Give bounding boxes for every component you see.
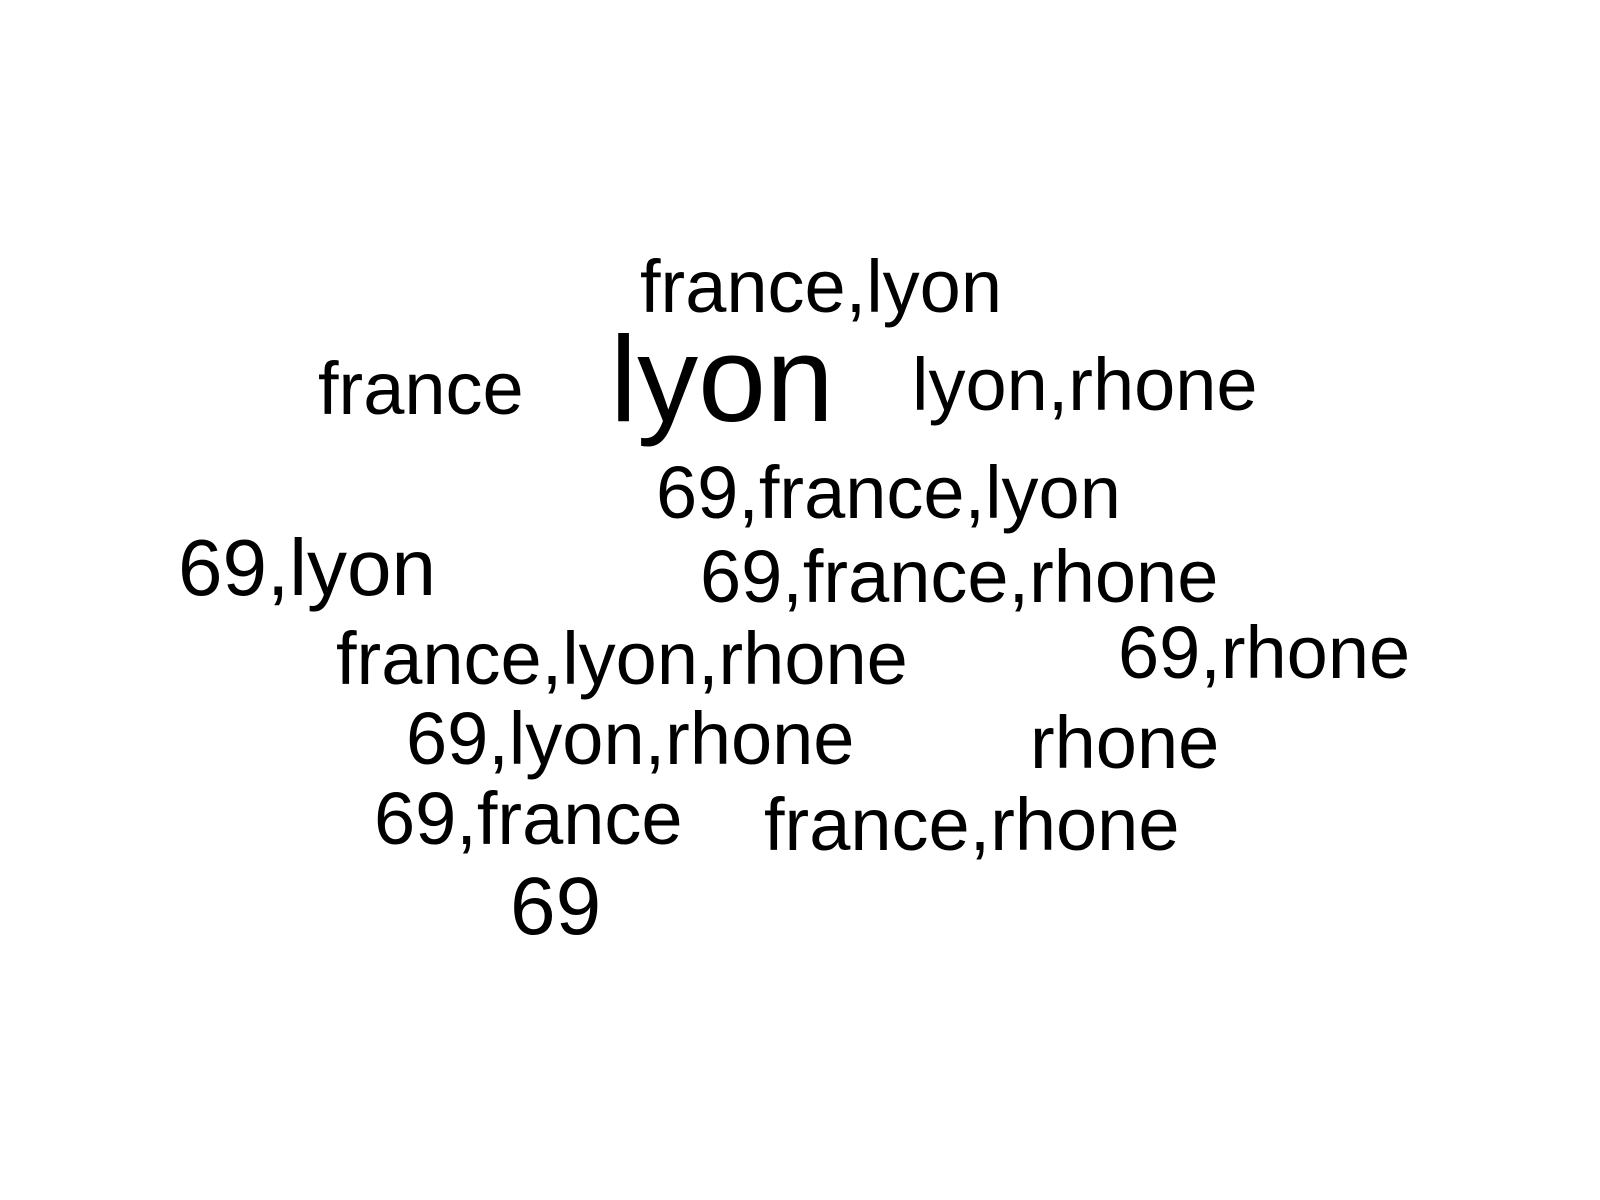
word-69-france-lyon: 69,france,lyon <box>656 451 1121 534</box>
word-france-lyon-rhone: france,lyon,rhone <box>336 617 908 700</box>
word-lyon-rhone: lyon,rhone <box>912 343 1258 426</box>
word-69-lyon: 69,lyon <box>178 523 436 612</box>
word-france-rhone: france,rhone <box>764 783 1180 866</box>
word-69: 69 <box>510 861 602 952</box>
word-france-lyon: france,lyon <box>640 245 1002 328</box>
word-69-france-rhone: 69,france,rhone <box>700 535 1219 618</box>
word-lyon: lyon <box>610 311 834 447</box>
word-69-lyon-rhone: 69,lyon,rhone <box>406 697 855 780</box>
word-69-rhone: 69,rhone <box>1118 611 1411 694</box>
word-france: france <box>318 347 524 430</box>
word-rhone: rhone <box>1030 701 1220 784</box>
word-69-france: 69,france <box>374 777 683 860</box>
